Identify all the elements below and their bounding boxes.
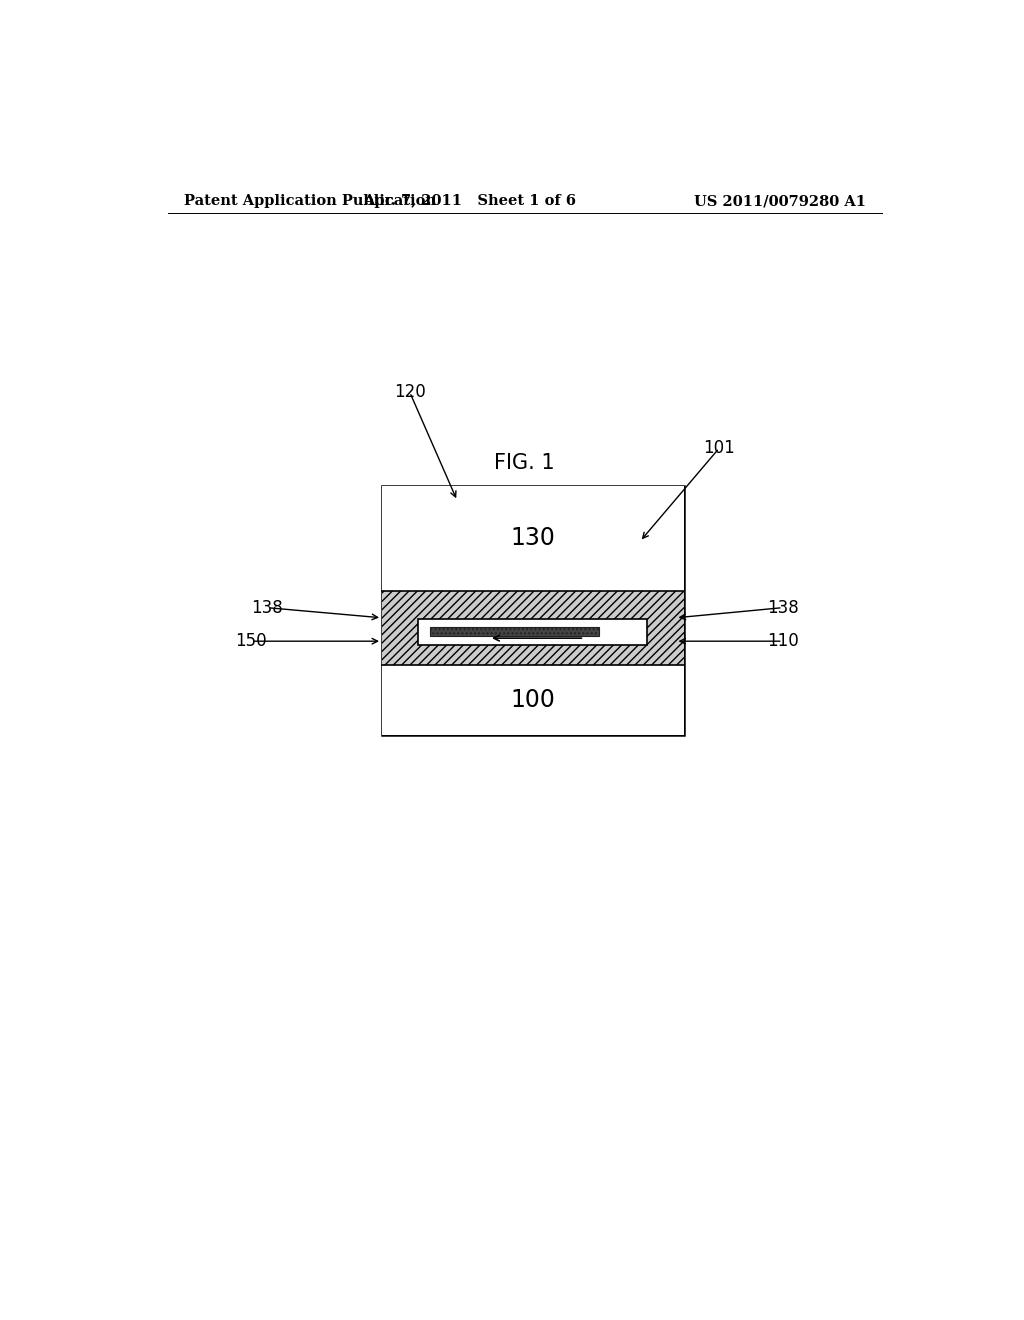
Text: 130: 130 — [510, 527, 555, 550]
Text: Patent Application Publication: Patent Application Publication — [183, 194, 435, 209]
Text: 138: 138 — [767, 599, 799, 616]
Text: 101: 101 — [703, 440, 735, 457]
Text: FIG. 1: FIG. 1 — [495, 453, 555, 474]
Text: 150: 150 — [236, 632, 267, 651]
Text: 138: 138 — [251, 599, 283, 616]
Bar — [382, 665, 684, 735]
Bar — [382, 486, 684, 735]
Bar — [382, 486, 684, 591]
Text: 100: 100 — [510, 688, 555, 713]
Text: 110: 110 — [767, 632, 799, 651]
Bar — [430, 627, 599, 636]
Text: US 2011/0079280 A1: US 2011/0079280 A1 — [694, 194, 866, 209]
Bar — [418, 619, 647, 645]
Bar — [382, 591, 684, 665]
Text: 120: 120 — [394, 383, 426, 401]
Text: Apr. 7, 2011   Sheet 1 of 6: Apr. 7, 2011 Sheet 1 of 6 — [362, 194, 575, 209]
